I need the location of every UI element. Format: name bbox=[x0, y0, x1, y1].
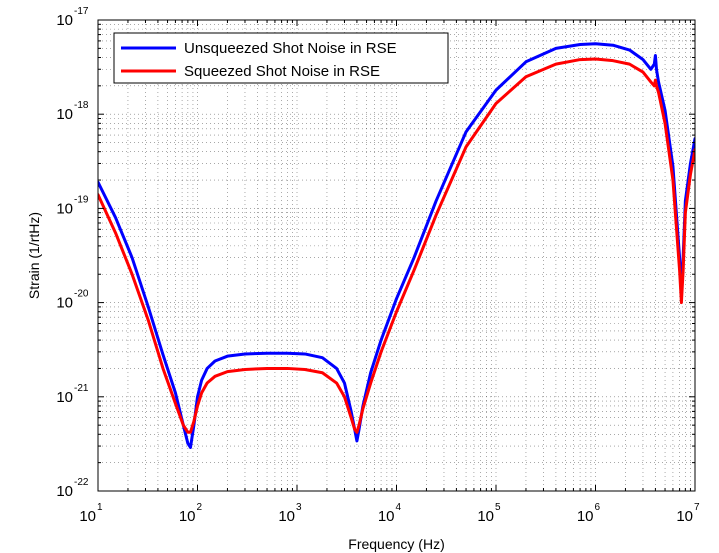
y-tick-exponent: -20 bbox=[74, 289, 89, 300]
x-tick-exponent: 2 bbox=[197, 502, 203, 513]
y-axis-label: Strain (1/rtHz) bbox=[26, 212, 42, 299]
legend-label-squeezed: Squeezed Shot Noise in RSE bbox=[184, 63, 380, 80]
legend-label-unsqueezed: Unsqueezed Shot Noise in RSE bbox=[184, 40, 397, 57]
y-tick-label: 10 bbox=[56, 106, 73, 123]
series-layer bbox=[98, 42, 695, 449]
y-tick-label: 10 bbox=[56, 12, 73, 29]
x-tick-label: 10 bbox=[79, 508, 96, 525]
y-tick-exponent: -19 bbox=[74, 194, 89, 205]
x-tick-label: 10 bbox=[378, 508, 395, 525]
legend: Unsqueezed Shot Noise in RSE Squeezed Sh… bbox=[113, 32, 449, 84]
legend-box bbox=[113, 32, 449, 84]
x-tick-label: 10 bbox=[477, 508, 494, 525]
tick-marks bbox=[97, 20, 695, 492]
x-tick-exponent: 4 bbox=[396, 502, 402, 513]
x-tick-exponent: 3 bbox=[296, 502, 302, 513]
x-tick-label: 10 bbox=[179, 508, 196, 525]
y-tick-exponent: -17 bbox=[74, 6, 89, 17]
x-tick-label: 10 bbox=[676, 508, 693, 525]
y-tick-label: 10 bbox=[56, 483, 73, 500]
x-tick-label: 10 bbox=[278, 508, 295, 525]
grid bbox=[98, 20, 695, 491]
x-tick-label: 10 bbox=[577, 508, 594, 525]
series-line-unsqueezed bbox=[98, 42, 695, 449]
x-tick-exponent: 5 bbox=[495, 502, 501, 513]
y-tick-exponent: -22 bbox=[74, 477, 89, 488]
x-axis-label: Frequency (Hz) bbox=[348, 536, 444, 552]
x-tick-exponent: 1 bbox=[97, 502, 103, 513]
y-tick-label: 10 bbox=[56, 200, 73, 217]
y-tick-label: 10 bbox=[56, 389, 73, 406]
x-tick-exponent: 6 bbox=[595, 502, 601, 513]
y-tick-exponent: -21 bbox=[74, 383, 89, 394]
y-tick-exponent: -18 bbox=[74, 100, 89, 111]
series-line-squeezed bbox=[98, 57, 695, 434]
y-tick-label: 10 bbox=[56, 295, 73, 312]
x-tick-exponent: 7 bbox=[694, 502, 700, 513]
